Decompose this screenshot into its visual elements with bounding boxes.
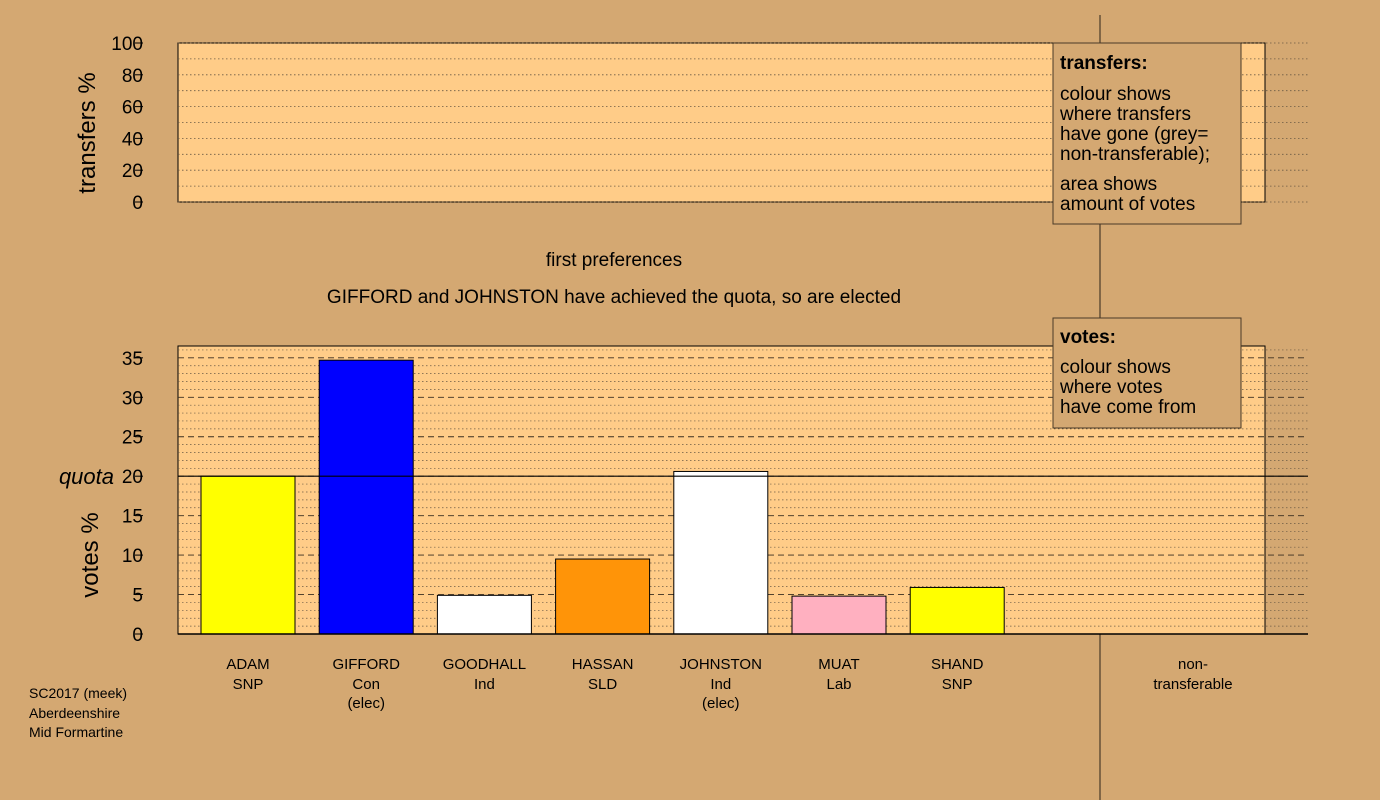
transfers-legend-title: transfers: xyxy=(1060,53,1148,74)
bar-johnston xyxy=(673,470,769,635)
votes-legend-line: colour shows xyxy=(1060,357,1171,378)
candidate-name-label: ADAM xyxy=(226,656,269,673)
transfers-legend-line: have gone (grey= xyxy=(1060,124,1208,145)
transfers-legend-line: non-transferable); xyxy=(1060,144,1210,165)
nontransferable-label: non- xyxy=(1178,656,1208,673)
votes-y-tick-label: 10 xyxy=(122,546,143,567)
elected-label: (elec) xyxy=(702,695,740,712)
transfers-legend-line: where transfers xyxy=(1059,104,1191,125)
votes-y-tick-label: 0 xyxy=(132,625,143,646)
candidate-name-label: MUAT xyxy=(818,656,859,673)
footer-council: Aberdeenshire xyxy=(29,705,120,721)
bar-hassan xyxy=(555,558,651,635)
elected-label: (elec) xyxy=(347,695,385,712)
candidate-party-label: Lab xyxy=(826,676,851,693)
votes-y-tick-label: 30 xyxy=(122,388,143,409)
votes-legend-box xyxy=(1052,317,1242,429)
transfers-y-axis-label: transfers % xyxy=(74,72,101,193)
chart-subtitle: GIFFORD and JOHNSTON have achieved the q… xyxy=(327,287,901,308)
transfers-y-tick-label: 20 xyxy=(122,161,143,182)
candidate-name-label: HASSAN xyxy=(572,656,634,673)
transfers-legend-line: colour shows xyxy=(1060,84,1171,105)
candidate-party-label: SNP xyxy=(942,676,973,693)
candidate-party-label: SLD xyxy=(588,676,617,693)
quota-label: quota xyxy=(59,464,114,489)
transfers-y-tick-label: 100 xyxy=(111,34,143,55)
votes-y-axis-label: votes % xyxy=(77,512,104,597)
votes-y-tick-label: 20 xyxy=(122,467,143,488)
bar-gifford xyxy=(318,359,414,635)
votes-legend-line: have come from xyxy=(1060,397,1196,418)
votes-legend-line: where votes xyxy=(1059,377,1162,398)
bar-shand xyxy=(909,586,1005,635)
transfers-legend: transfers: colour shows where transfers … xyxy=(1052,42,1242,225)
transfers-legend-line: amount of votes xyxy=(1060,194,1195,215)
votes-y-tick-label: 5 xyxy=(132,586,143,607)
votes-y-tick-label: 35 xyxy=(122,349,143,370)
votes-y-tick-label: 25 xyxy=(122,428,143,449)
footer-ward: Mid Formartine xyxy=(29,724,123,740)
bar-adam xyxy=(200,475,296,635)
transfers-y-tick-label: 60 xyxy=(122,98,143,119)
transfers-legend-box xyxy=(1052,42,1242,225)
candidate-party-label: SNP xyxy=(233,676,264,693)
votes-y-tick-label: 15 xyxy=(122,507,143,528)
candidate-name-label: SHAND xyxy=(931,656,984,673)
candidate-party-label: Con xyxy=(352,676,380,693)
transfers-legend-line: area shows xyxy=(1060,174,1157,195)
bar-muat xyxy=(791,595,887,635)
candidate-name-label: GOODHALL xyxy=(443,656,526,673)
candidate-party-label: Ind xyxy=(710,676,731,693)
nontransferable-label: transferable xyxy=(1153,676,1232,693)
transfers-y-tick-label: 40 xyxy=(122,129,143,150)
votes-legend: votes: colour shows where votes have com… xyxy=(1052,317,1242,429)
footer-election: SC2017 (meek) xyxy=(29,685,127,701)
transfers-y-tick-label: 80 xyxy=(122,66,143,87)
candidate-name-label: GIFFORD xyxy=(332,656,400,673)
chart-title: first preferences xyxy=(546,250,682,271)
bar-goodhall xyxy=(436,594,532,635)
votes-legend-title: votes: xyxy=(1060,327,1116,348)
transfers-y-tick-label: 0 xyxy=(132,193,143,214)
candidate-name-label: JOHNSTON xyxy=(680,656,762,673)
candidate-party-label: Ind xyxy=(474,676,495,693)
